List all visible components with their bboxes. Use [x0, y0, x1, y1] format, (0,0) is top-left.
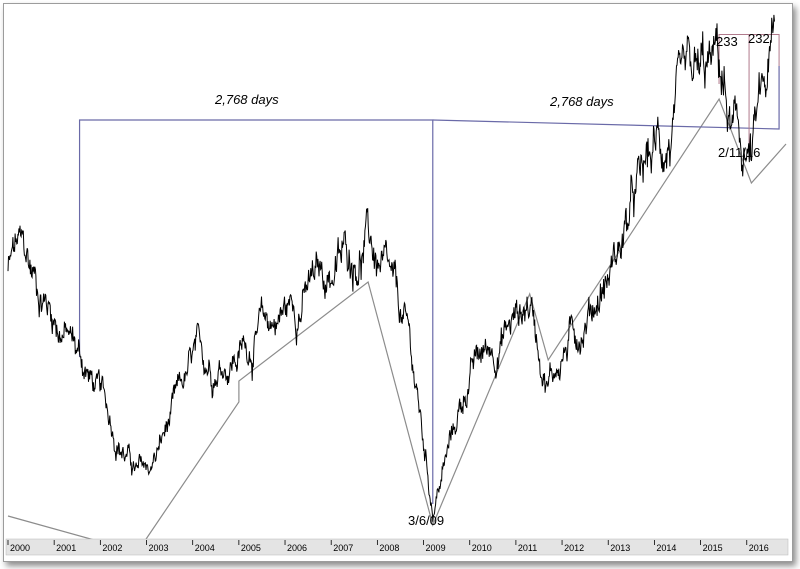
price-series-line [7, 14, 775, 522]
count1-box [718, 34, 750, 159]
x-tick-label: 2015 [703, 543, 723, 553]
span1-label: 2,768 days [214, 92, 279, 107]
x-tick-label: 2012 [564, 543, 584, 553]
x-tick-label: 2007 [333, 543, 353, 553]
x-tick-label: 2009 [426, 543, 446, 553]
x-tick-label: 2002 [102, 543, 122, 553]
span1-bracket [78, 119, 434, 504]
span2-bracket [432, 66, 780, 130]
trendline-layer [7, 97, 787, 553]
x-tick-label: 2016 [749, 543, 769, 553]
x-tick-label: 2005 [241, 543, 261, 553]
support-trendline [7, 97, 787, 553]
x-tick-label: 2001 [56, 543, 76, 553]
span-lines-layer [78, 34, 780, 504]
x-tick-label: 2004 [195, 543, 215, 553]
x-tick-label: 2006 [287, 543, 307, 553]
low1-label: 3/6/09 [408, 513, 444, 528]
x-tick-label: 2003 [149, 543, 169, 553]
count2-box [749, 34, 780, 66]
count1-label: 233 [716, 34, 738, 49]
x-axis-ticks: 2000 2001 2002 2003 2004 2005 2006 2007 2008 2009… [7, 540, 769, 553]
x-tick-label: 2010 [472, 543, 492, 553]
x-tick-label: 2011 [518, 543, 537, 553]
x-tick-label: 2013 [610, 543, 630, 553]
x-tick-label: 2008 [379, 543, 399, 553]
x-axis-bar [5, 538, 789, 556]
x-tick-label: 2014 [656, 543, 676, 553]
count2-label: 232 [748, 31, 770, 46]
span2-label: 2,768 days [549, 94, 614, 109]
low2-label: 2/11/16 [718, 145, 760, 160]
x-tick-label: 2000 [10, 543, 30, 553]
